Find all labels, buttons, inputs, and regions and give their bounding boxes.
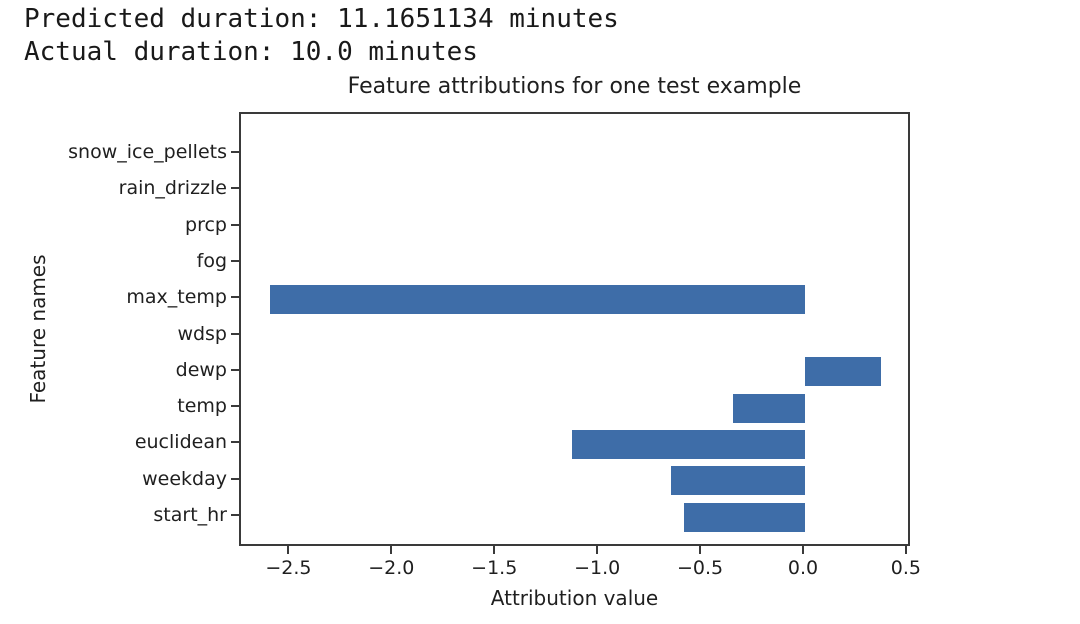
- chart-title: Feature attributions for one test exampl…: [347, 74, 802, 99]
- y-tick-label-wdsp: wdsp: [177, 322, 227, 345]
- y-tick-mark: [231, 223, 239, 226]
- y-tick-label-temp: temp: [177, 395, 227, 418]
- y-tick-label-rain_drizzle: rain_drizzle: [118, 177, 227, 200]
- x-tick-label: 0.0: [787, 557, 819, 579]
- x-axis-label: Attribution value: [490, 586, 659, 610]
- y-tick-mark: [231, 187, 239, 190]
- actual-duration-text: Actual duration: 10.0 minutes: [24, 37, 478, 67]
- bar-euclidean: [572, 429, 805, 459]
- x-tick-label: −2.5: [265, 557, 312, 579]
- x-tick-label: −1.5: [471, 557, 518, 579]
- x-tick-mark: [699, 546, 702, 554]
- y-tick-label-snow_ice_pellets: snow_ice_pellets: [68, 141, 227, 163]
- x-tick-mark: [493, 546, 496, 554]
- x-tick-label: −0.5: [676, 557, 724, 579]
- x-tick-label: −1.0: [574, 557, 621, 579]
- y-tick-label-max_temp: max_temp: [126, 286, 227, 309]
- bar-start_hr: [683, 502, 805, 532]
- plot-area: [239, 112, 910, 546]
- y-tick-label-prcp: prcp: [185, 213, 227, 236]
- bar-max_temp: [269, 284, 805, 314]
- bar-temp: [732, 393, 805, 423]
- x-tick-label: 0.5: [890, 557, 921, 579]
- x-tick-label: −2.0: [368, 557, 415, 579]
- y-tick-label-euclidean: euclidean: [134, 431, 227, 454]
- y-tick-mark: [231, 477, 239, 480]
- y-tick-mark: [231, 296, 239, 299]
- y-tick-label-fog: fog: [196, 249, 227, 272]
- y-tick-mark: [231, 151, 239, 153]
- x-tick-mark: [596, 546, 599, 554]
- x-tick-mark: [390, 546, 393, 554]
- y-tick-label-start_hr: start_hr: [153, 504, 227, 526]
- bar-dewp: [804, 357, 882, 387]
- y-tick-label-weekday: weekday: [142, 467, 227, 490]
- y-tick-mark: [231, 259, 239, 262]
- x-tick-mark: [287, 546, 290, 554]
- y-tick-mark: [231, 441, 239, 444]
- y-tick-mark: [231, 368, 239, 371]
- y-tick-mark: [231, 514, 239, 516]
- bar-weekday: [671, 466, 805, 496]
- predicted-duration-text: Predicted duration: 11.1651134 minutes: [24, 4, 619, 34]
- y-tick-label-dewp: dewp: [175, 358, 227, 381]
- y-tick-mark: [231, 332, 239, 335]
- x-tick-mark: [801, 546, 804, 554]
- y-tick-mark: [231, 405, 239, 408]
- x-tick-mark: [904, 546, 907, 554]
